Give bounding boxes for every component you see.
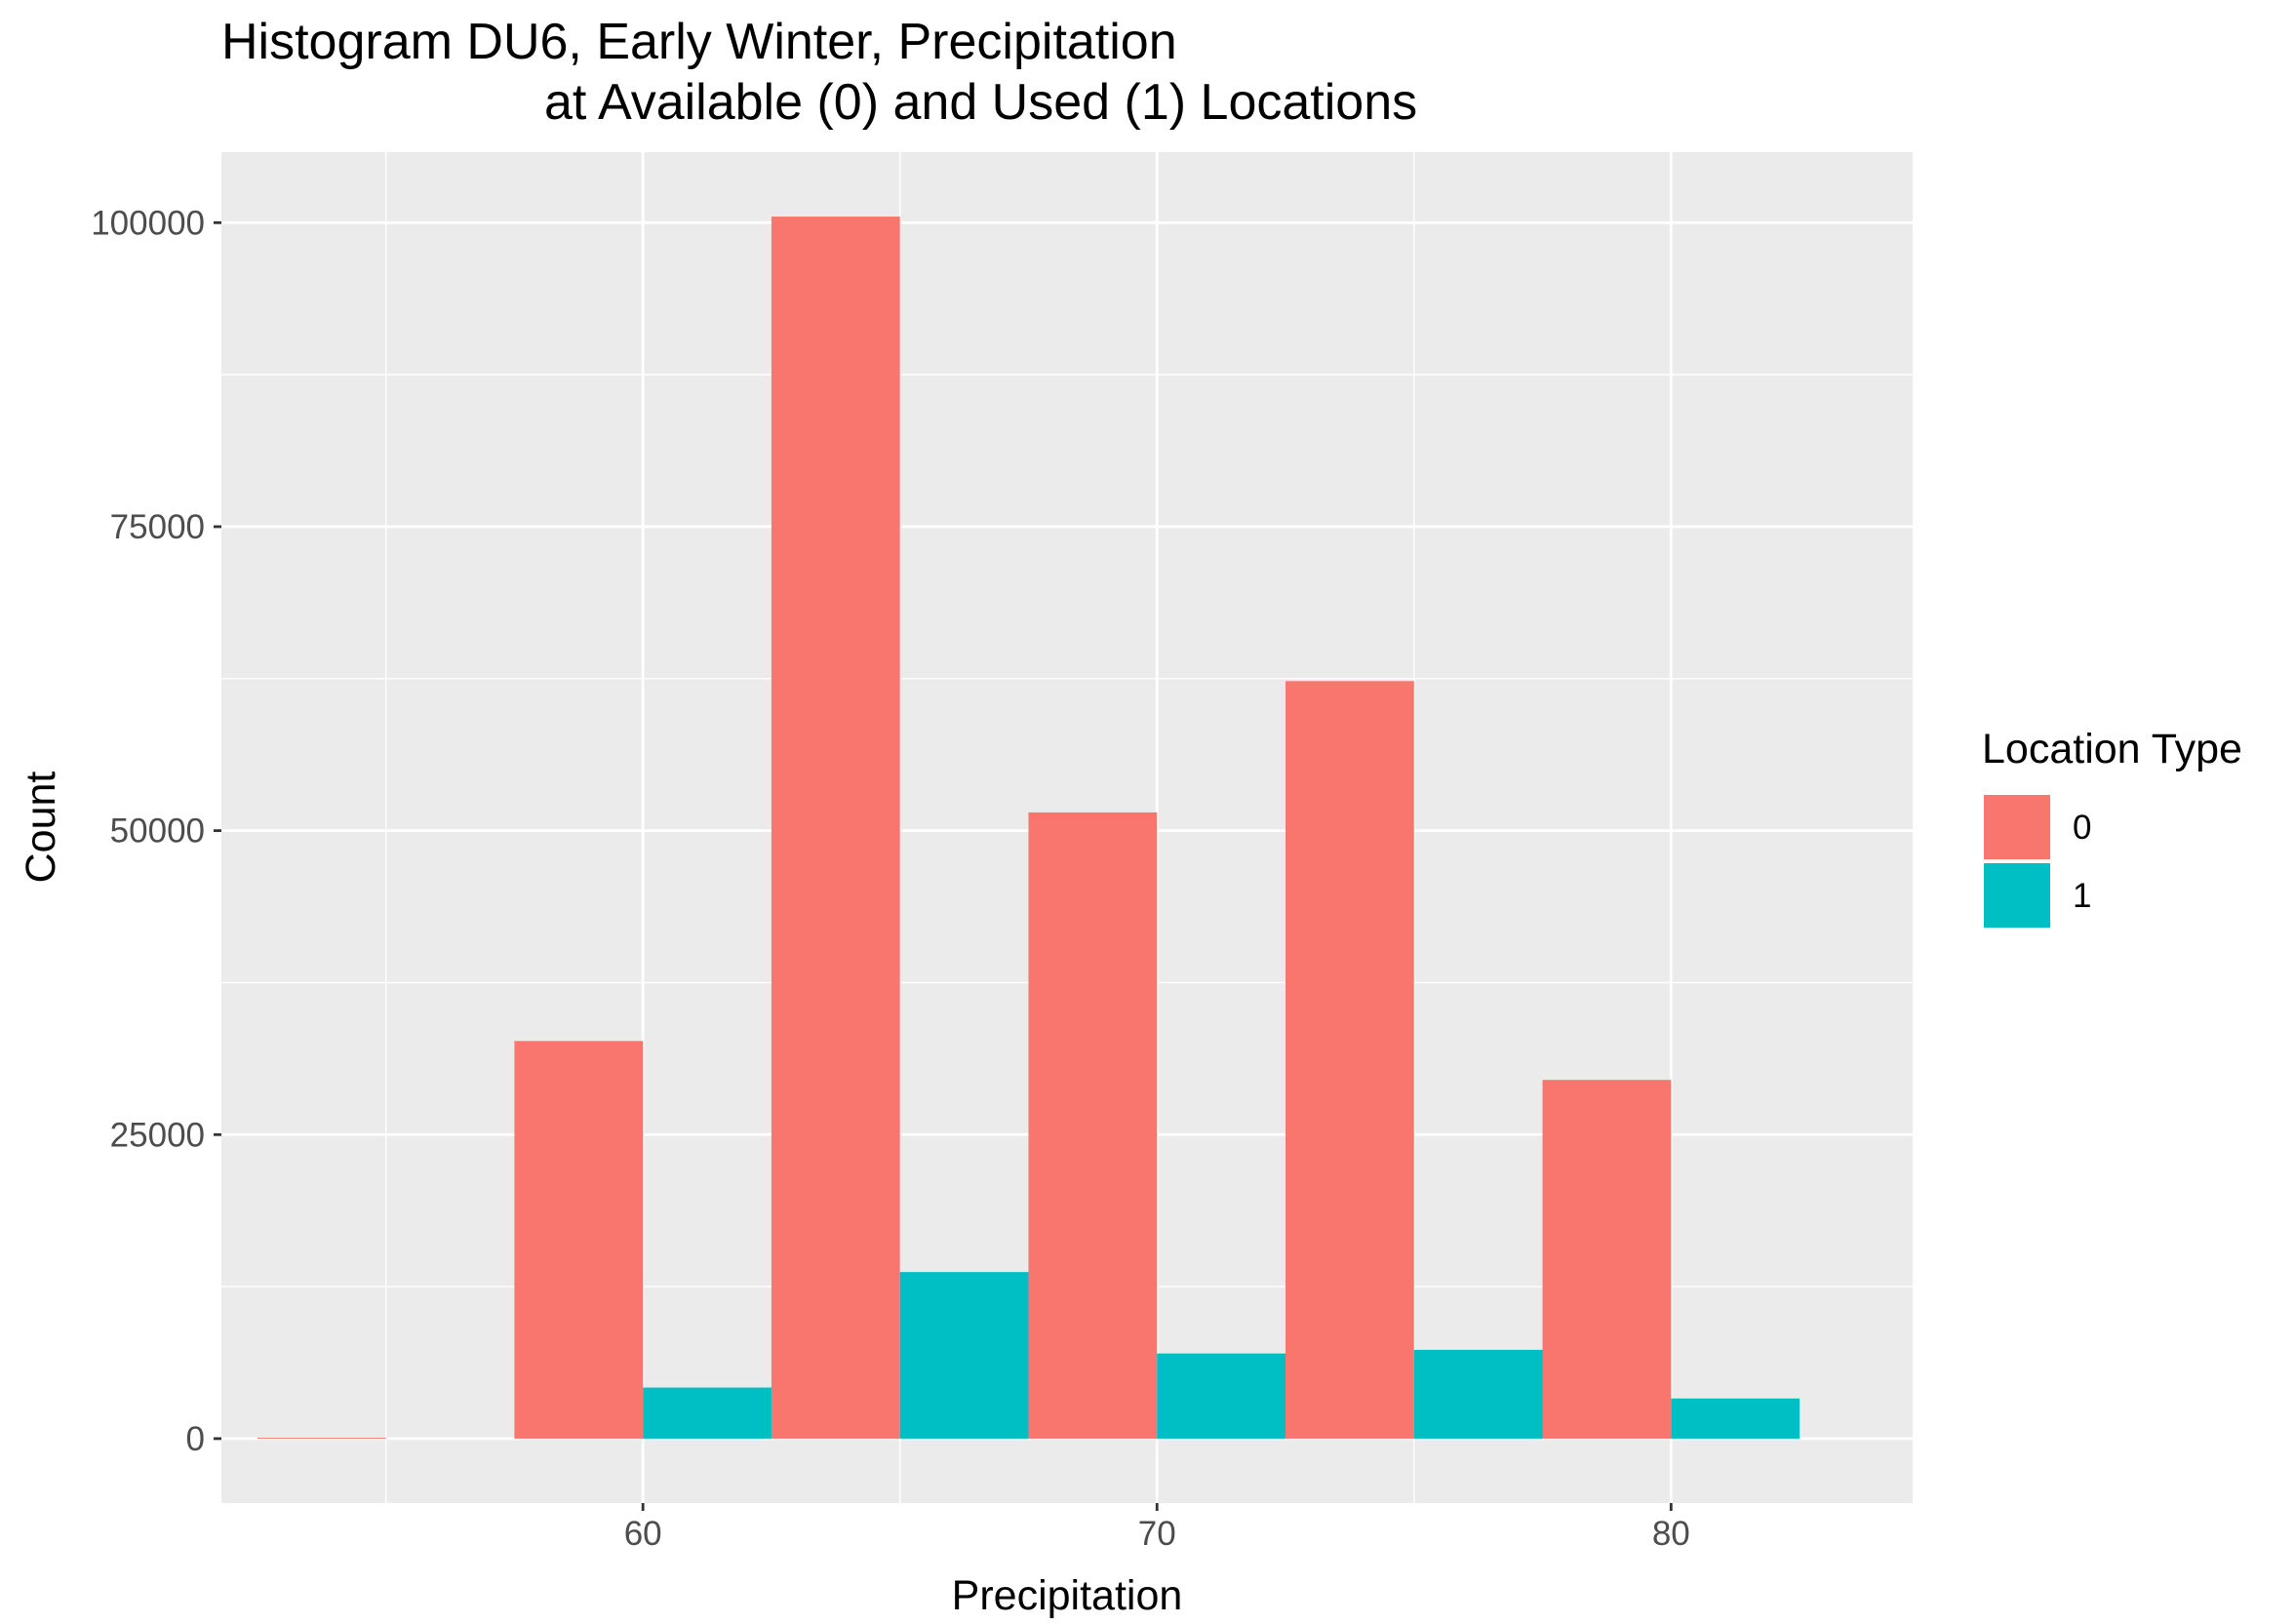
- x-tick-label: 70: [1138, 1515, 1176, 1553]
- bar-series-0-bin-70: [1028, 812, 1158, 1439]
- bars: [257, 217, 1800, 1439]
- bar-series-0-bin-65: [771, 217, 900, 1439]
- bar-series-1-bin-75: [1413, 1349, 1543, 1439]
- x-axis-title: Precipitation: [952, 1572, 1183, 1619]
- legend: Location Type 0 1: [1982, 726, 2242, 928]
- bar-series-0-bin-60: [514, 1041, 644, 1439]
- chart-subtitle: at Available (0) and Used (1) Locations: [544, 74, 1417, 131]
- x-tick-label: 60: [624, 1515, 662, 1553]
- legend-key-0: [1984, 795, 2050, 859]
- x-tick-label: 80: [1652, 1515, 1690, 1553]
- legend-label-1: 1: [2073, 877, 2091, 915]
- y-tick-label: 50000: [110, 812, 205, 851]
- bar-series-1-bin-60: [643, 1387, 772, 1439]
- legend-title: Location Type: [1982, 726, 2242, 772]
- chart-title: Histogram DU6, Early Winter, Precipitati…: [221, 14, 1177, 70]
- bar-series-1-bin-70: [1157, 1353, 1286, 1439]
- y-tick-label: 25000: [110, 1116, 205, 1154]
- y-tick-label: 0: [186, 1420, 205, 1458]
- bar-series-1-bin-65: [899, 1272, 1029, 1439]
- x-axis-ticks: 60 70 80: [624, 1503, 1690, 1553]
- bar-series-0-bin-75: [1285, 681, 1414, 1439]
- bar-series-0-bin-80: [1542, 1080, 1672, 1439]
- y-tick-label: 100000: [91, 204, 205, 242]
- bar-series-0-bin-55: [257, 1437, 386, 1439]
- y-axis-ticks: 0 25000 50000 75000 100000: [91, 204, 221, 1458]
- y-tick-label: 75000: [110, 508, 205, 546]
- bar-series-1-bin-80: [1671, 1398, 1800, 1439]
- legend-key-1: [1984, 863, 2050, 928]
- legend-label-0: 0: [2073, 809, 2091, 847]
- y-axis-title: Count: [18, 772, 64, 884]
